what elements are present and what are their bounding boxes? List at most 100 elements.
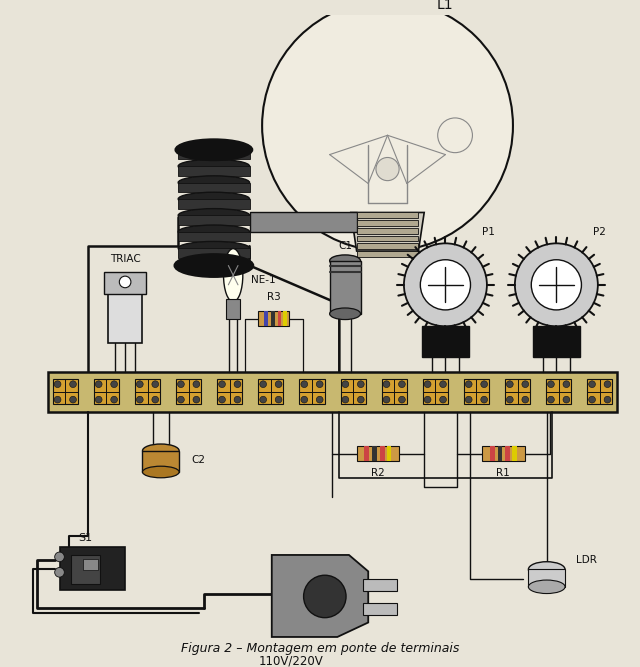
Bar — [52, 380, 78, 404]
Polygon shape — [351, 213, 424, 251]
Circle shape — [404, 243, 487, 326]
Bar — [300, 380, 324, 404]
Circle shape — [54, 568, 65, 577]
Circle shape — [54, 381, 61, 388]
Ellipse shape — [178, 209, 250, 222]
Circle shape — [440, 396, 447, 403]
Circle shape — [54, 552, 65, 562]
Bar — [135, 380, 160, 404]
Bar — [259, 380, 284, 404]
Circle shape — [465, 396, 472, 403]
Circle shape — [531, 259, 582, 310]
Bar — [546, 380, 572, 404]
Ellipse shape — [529, 580, 565, 594]
Bar — [380, 446, 385, 462]
Ellipse shape — [175, 139, 252, 160]
Circle shape — [301, 396, 308, 403]
Bar — [143, 451, 179, 472]
Text: LDR: LDR — [575, 555, 596, 565]
Bar — [387, 446, 392, 462]
Bar — [529, 570, 565, 587]
Text: NE-1: NE-1 — [250, 275, 275, 285]
Circle shape — [376, 157, 399, 181]
Circle shape — [506, 381, 513, 388]
Bar — [356, 235, 419, 241]
Bar — [227, 299, 240, 319]
Ellipse shape — [143, 444, 179, 458]
Bar — [482, 446, 525, 462]
Bar — [356, 213, 419, 218]
Bar — [108, 289, 143, 343]
Bar — [505, 446, 510, 462]
Circle shape — [424, 396, 431, 403]
Circle shape — [54, 396, 61, 403]
Circle shape — [219, 396, 225, 403]
Circle shape — [506, 396, 513, 403]
Circle shape — [152, 381, 159, 388]
Bar — [422, 326, 468, 358]
Ellipse shape — [178, 159, 250, 173]
Ellipse shape — [178, 192, 250, 205]
Text: S1: S1 — [79, 532, 93, 542]
Circle shape — [522, 381, 529, 388]
Ellipse shape — [143, 466, 179, 478]
Bar — [372, 446, 377, 462]
Circle shape — [399, 381, 405, 388]
Text: P2: P2 — [593, 227, 606, 237]
Circle shape — [275, 396, 282, 403]
Circle shape — [193, 381, 200, 388]
Bar — [178, 183, 250, 192]
Circle shape — [424, 381, 431, 388]
Circle shape — [383, 396, 390, 403]
Circle shape — [548, 396, 554, 403]
Bar — [505, 380, 530, 404]
Circle shape — [481, 396, 488, 403]
Circle shape — [70, 381, 76, 388]
Ellipse shape — [178, 241, 250, 255]
Bar — [264, 311, 268, 326]
Bar — [178, 231, 250, 241]
Ellipse shape — [223, 249, 243, 301]
Text: C2: C2 — [192, 456, 205, 466]
Polygon shape — [272, 555, 368, 637]
Circle shape — [275, 381, 282, 388]
Circle shape — [481, 381, 488, 388]
Bar — [356, 446, 399, 462]
Circle shape — [357, 381, 364, 388]
Circle shape — [316, 396, 323, 403]
Circle shape — [604, 381, 611, 388]
Bar — [356, 220, 419, 226]
Circle shape — [563, 396, 570, 403]
Ellipse shape — [174, 254, 253, 277]
Bar — [176, 380, 201, 404]
Circle shape — [177, 381, 184, 388]
Circle shape — [589, 396, 595, 403]
Text: 110V/220V: 110V/220V — [259, 654, 323, 667]
Bar — [364, 579, 397, 591]
Bar — [497, 446, 502, 462]
Circle shape — [420, 259, 470, 310]
Ellipse shape — [178, 176, 250, 189]
Circle shape — [548, 381, 554, 388]
Bar — [178, 248, 250, 258]
Circle shape — [219, 381, 225, 388]
Bar — [356, 228, 419, 233]
Bar — [356, 243, 419, 249]
Bar — [364, 446, 369, 462]
Bar — [278, 311, 282, 326]
Bar — [178, 215, 250, 225]
Bar — [217, 380, 243, 404]
Bar — [340, 380, 365, 404]
Bar — [364, 603, 397, 615]
Bar — [512, 446, 517, 462]
Bar — [178, 150, 250, 159]
Circle shape — [383, 381, 390, 388]
Circle shape — [260, 396, 266, 403]
Ellipse shape — [330, 308, 360, 319]
Bar — [71, 555, 100, 584]
Circle shape — [262, 0, 513, 251]
Bar — [60, 547, 125, 590]
Circle shape — [301, 381, 308, 388]
Circle shape — [399, 396, 405, 403]
Circle shape — [95, 381, 102, 388]
